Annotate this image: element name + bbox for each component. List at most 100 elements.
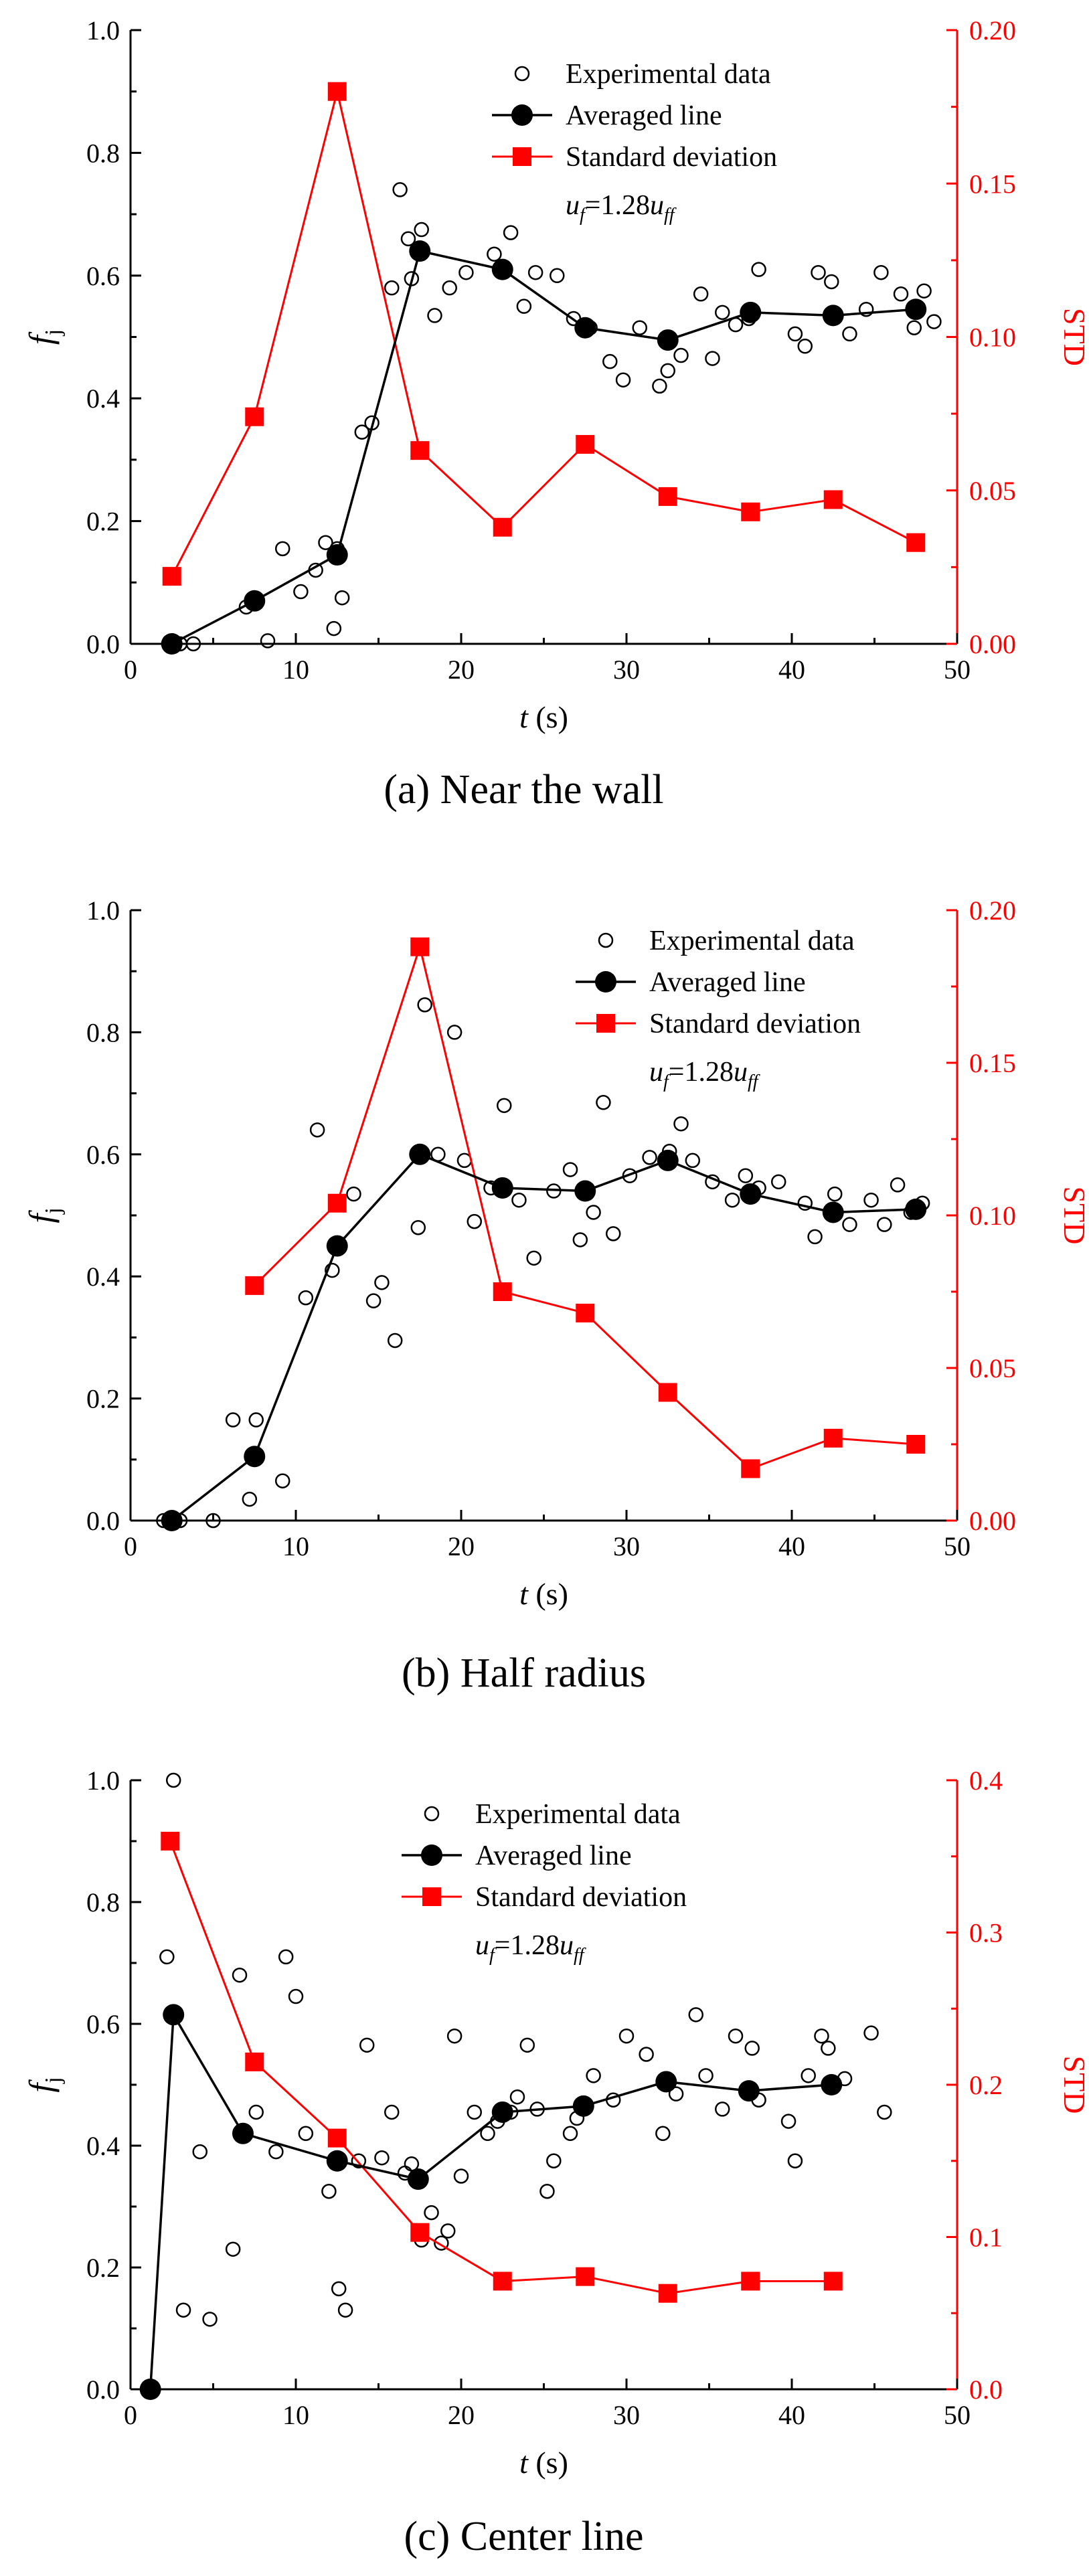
experimental-point [516, 298, 532, 314]
legend-experimental-symbol [424, 1806, 440, 1822]
averaged-point [657, 329, 679, 351]
experimental-point [787, 326, 803, 342]
experimental-point [596, 1095, 611, 1110]
experimental-point [446, 2028, 463, 2044]
x-tick-label: 50 [944, 2400, 971, 2430]
experimental-point [274, 541, 290, 557]
experimental-point [863, 2025, 879, 2041]
averaged-point [161, 633, 183, 655]
experimental-point [673, 347, 689, 363]
averaged-point [740, 301, 762, 323]
y-tick-label: 0.8 [86, 1017, 120, 1047]
experimental-point [387, 1333, 403, 1349]
chart-panel-3: 0 10 20 30 40 500.00.20.40.60.81.00.00.10.20.… [22, 1766, 1089, 2559]
experimental-point [225, 1412, 241, 1428]
experimental-point [354, 424, 370, 440]
legend-std-symbol [513, 147, 531, 166]
y-tick-label: 0.6 [86, 261, 120, 291]
legend-experimental-symbol [514, 66, 530, 82]
y2-tick-label: 0.10 [969, 323, 1016, 353]
experimental-point [602, 353, 618, 369]
std-point [493, 2271, 512, 2291]
experimental-point [827, 1186, 843, 1202]
experimental-point [309, 1122, 325, 1138]
experimental-point [586, 1205, 601, 1220]
experimental-point [351, 2153, 367, 2168]
experimental-point [893, 286, 909, 302]
std-point [741, 502, 760, 521]
experimental-point [325, 1262, 340, 1278]
y2-tick-label: 0.15 [969, 1048, 1016, 1078]
experimental-point [467, 2104, 483, 2120]
y2-tick-label: 0.20 [969, 15, 1016, 46]
y-tick-label: 0.4 [86, 1262, 120, 1292]
legend-experimental-label: Experimental data [475, 1799, 681, 1830]
legend-std-symbol [596, 1014, 615, 1033]
experimental-point [770, 1174, 786, 1190]
y2-tick-label: 0.0 [969, 2375, 1003, 2405]
y-tick-label: 1.0 [86, 15, 120, 46]
std-point [658, 2284, 677, 2303]
y-tick-label: 0.4 [86, 2131, 120, 2161]
experimental-point [550, 268, 565, 284]
legend-std-symbol [422, 1887, 441, 1906]
experimental-point [496, 1098, 512, 1114]
std-point [906, 1435, 926, 1454]
experimental-point [605, 1226, 621, 1241]
experimental-point [527, 264, 543, 280]
std-point [576, 434, 595, 454]
x-tick-label: 20 [448, 1531, 475, 1561]
y2-tick-label: 0.15 [969, 169, 1016, 199]
experimental-point [225, 2241, 241, 2257]
experimental-point [374, 2150, 390, 2166]
experimental-point [572, 1232, 588, 1248]
y-tick-label: 0.2 [86, 2253, 120, 2283]
std-point [410, 2223, 430, 2242]
std-series-line [171, 91, 916, 577]
averaged-point [139, 2379, 161, 2400]
experimental-point [797, 1195, 813, 1211]
experimental-point [705, 351, 720, 366]
y2-axis-label: STD [1058, 308, 1089, 366]
annotation-eq: =1.28 [495, 1930, 560, 1961]
std-point [410, 937, 430, 956]
experimental-point [562, 1162, 578, 1177]
chart-panel-1: 0 10 20 30 40 50 0.0 0.2 0.4 0.6 0.8 1.0 0.00 0.05 0.1… [22, 15, 1089, 812]
experimental-point [738, 1168, 754, 1183]
std-point [410, 441, 430, 460]
experimental-point [365, 1293, 382, 1308]
experimental-point [668, 2086, 684, 2101]
annotation-u: u [649, 1057, 663, 1088]
experimental-point [337, 2302, 353, 2318]
averaged-point [163, 2004, 185, 2026]
experimental-point [321, 2184, 337, 2199]
y-tick-label: 0.0 [86, 629, 120, 659]
averaged-point [232, 2122, 254, 2144]
experimental-point [326, 620, 342, 636]
y-tick-label: 0.8 [86, 138, 120, 168]
experimental-point [334, 590, 350, 606]
experimental-point [673, 1116, 689, 1132]
experimental-point [801, 2068, 816, 2083]
experimental-point [298, 1290, 314, 1306]
legend-averaged-symbol [421, 1844, 442, 1866]
experimental-point [685, 1152, 701, 1169]
experimental-point [586, 2068, 601, 2083]
x-axis-label-unit: (s) [528, 700, 568, 734]
experimental-point [467, 1213, 483, 1229]
y-tick-label: 0.6 [86, 2009, 120, 2039]
velocity-annotation: uf=1.28uff [475, 1930, 586, 1966]
experimental-point [824, 274, 839, 290]
experimental-point [404, 2156, 420, 2172]
experimental-point [442, 280, 457, 296]
averaged-point [161, 1510, 183, 1531]
std-point [493, 517, 512, 537]
x-tick-label: 40 [778, 1531, 805, 1561]
x-axis-label: t (s) [519, 700, 568, 734]
experimental-point [877, 2104, 892, 2120]
experimental-point [660, 363, 675, 379]
x-tick-label: 50 [944, 655, 971, 685]
y2-tick-label: 0.05 [969, 1353, 1016, 1383]
annotation-u2: u [560, 1930, 574, 1961]
std-point [658, 487, 677, 506]
